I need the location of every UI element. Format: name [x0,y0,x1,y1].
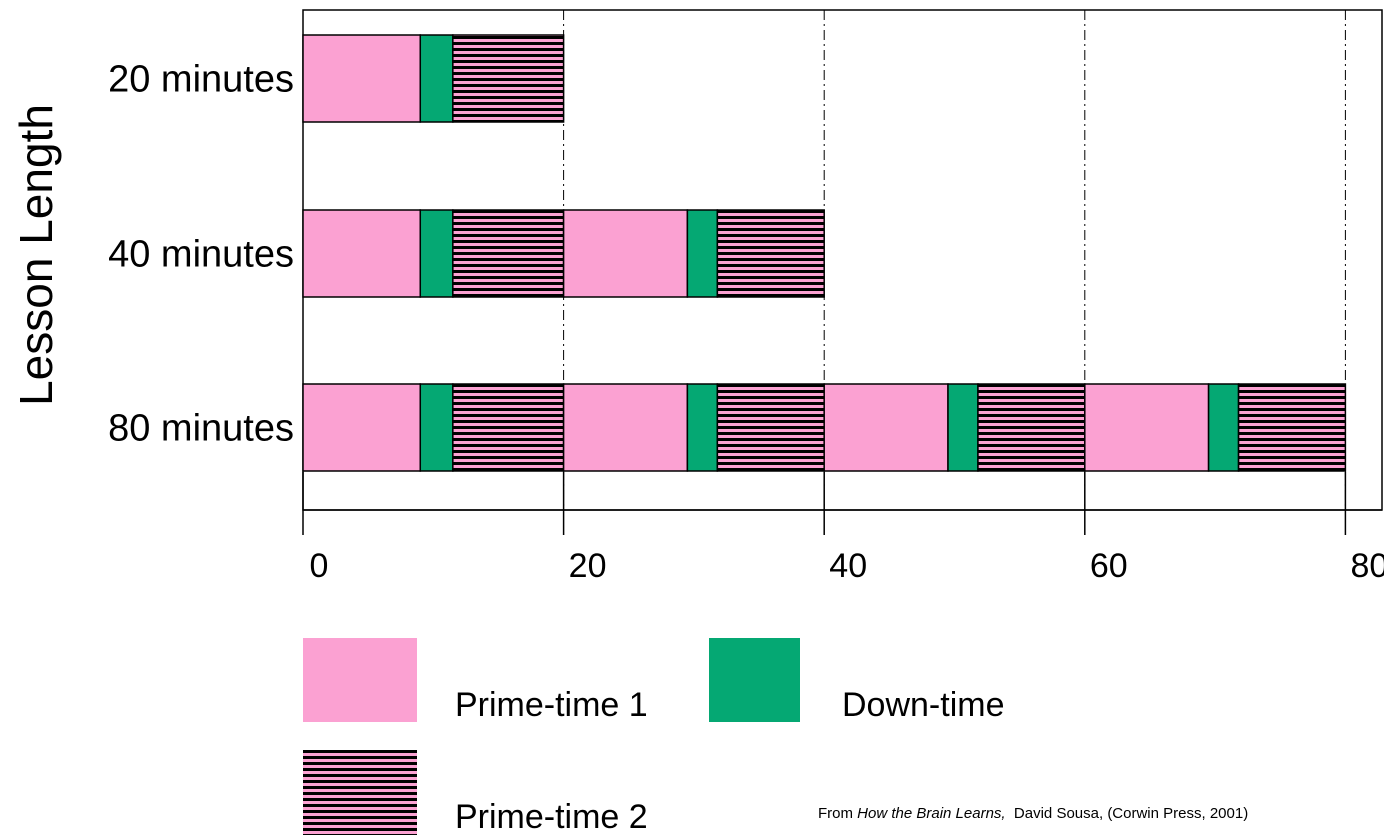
bar-segment-down-time [419,34,454,123]
bar-segment-prime-time-2 [716,209,825,298]
source-book-title: How the Brain Learns, [857,805,1006,822]
bar-segment-down-time [947,383,979,472]
legend-swatch-prime-time-2 [303,750,417,835]
y-axis-title: Lesson Length [10,104,62,406]
legend: Prime-time 1 Down-time Prime-time 2 [303,638,1004,835]
bars [302,34,1347,472]
legend-swatch-prime-time-1 [303,638,417,722]
legend-label-prime-time-1: Prime-time 1 [455,686,648,724]
bar-segment-prime-time-1 [302,383,422,472]
x-tick-label: 40 [829,547,867,585]
legend-label-down-time: Down-time [842,686,1004,724]
category-label: 20 minutes [108,59,294,101]
legend-swatch-down-time [709,638,800,722]
x-tick-label: 60 [1090,547,1128,585]
bar-segment-prime-time-1 [1084,383,1210,472]
bar-segment-down-time [686,383,719,472]
x-tick-label: 0 [310,547,329,585]
bar-segment-prime-time-1 [823,383,949,472]
bar-segment-down-time [419,383,454,472]
bar-segment-down-time [686,209,719,298]
bar-segment-down-time [419,209,454,298]
bar-segment-prime-time-1 [302,34,422,123]
bar-segment-prime-time-1 [562,209,689,298]
category-labels: 20 minutes 40 minutes 80 minutes [108,59,294,450]
bar-segment-prime-time-2 [1237,383,1347,472]
bar-segment-prime-time-1 [562,383,689,472]
source-rest: David Sousa, (Corwin Press, 2001) [1005,805,1249,822]
bar-segment-prime-time-2 [452,383,565,472]
bar-segment-prime-time-1 [302,209,422,298]
bar-segment-prime-time-2 [977,383,1086,472]
x-axis-ticks: 0 20 40 60 80 [302,472,1384,585]
category-label: 40 minutes [108,234,294,276]
bar-segment-prime-time-2 [716,383,825,472]
source-citation: From How the Brain Learns, David Sousa, … [818,805,1248,822]
source-prefix: From [818,805,858,822]
category-label: 80 minutes [108,408,294,450]
x-tick-label: 80 [1350,547,1384,585]
bar-segment-prime-time-2 [452,209,565,298]
legend-label-prime-time-2: Prime-time 2 [455,798,648,835]
bar-segment-down-time [1207,383,1240,472]
bar-segment-prime-time-2 [452,34,565,123]
x-tick-label: 20 [569,547,607,585]
